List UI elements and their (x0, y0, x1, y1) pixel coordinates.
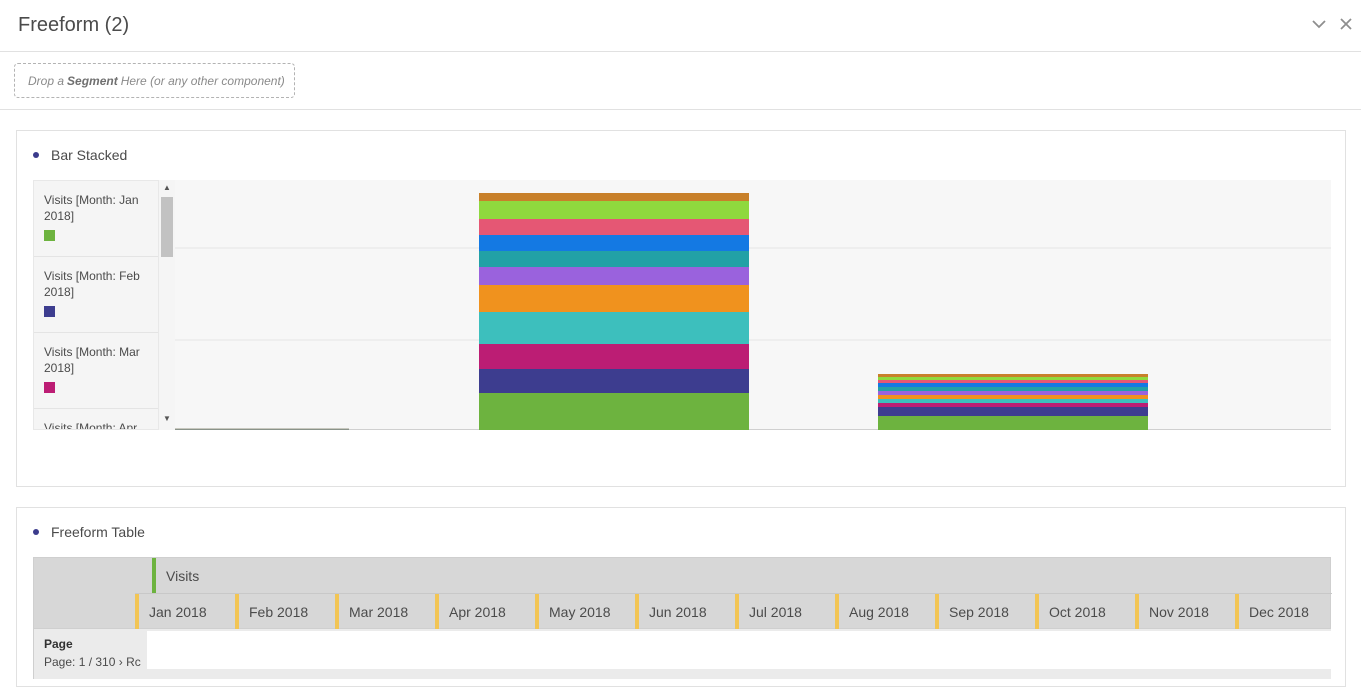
legend-swatch (44, 382, 55, 393)
month-column-header[interactable]: Oct 2018 (1035, 594, 1106, 630)
legend-label: Visits [Month: Mar 2018] (44, 344, 158, 376)
bar-segment[interactable] (479, 251, 749, 267)
legend-scrollbar[interactable]: ▲ ▼ (159, 180, 175, 430)
bar-segment[interactable] (878, 395, 1148, 399)
month-column-header[interactable]: Feb 2018 (235, 594, 308, 630)
legend-label: Visits [Month: Feb 2018] (44, 268, 158, 300)
scroll-down-icon[interactable]: ▼ (163, 414, 171, 423)
bar-segment[interactable] (878, 374, 1148, 377)
stacked-bar-chart (175, 180, 1331, 430)
bar-segment[interactable] (878, 403, 1148, 407)
viz-status-dot-icon (33, 529, 39, 535)
pagination-text: Page: 1 / 310 (44, 655, 115, 669)
legend-label: Visits [Month: Jan 2018] (44, 192, 158, 224)
bar-segment[interactable] (878, 387, 1148, 391)
bar-segment[interactable] (479, 393, 749, 430)
bar-segment[interactable] (878, 377, 1148, 380)
legend-item[interactable]: Visits [Month: Apr 2018] (34, 409, 158, 430)
chevron-down-icon[interactable] (1310, 14, 1328, 34)
bar-stacked-visualization: Bar Stacked Visits [Month: Jan 2018] Vis… (16, 130, 1346, 487)
bar-segment[interactable] (479, 267, 749, 285)
bar-segment[interactable] (878, 399, 1148, 403)
close-icon[interactable] (1337, 14, 1355, 34)
bar-segment[interactable] (479, 312, 749, 344)
chart-legend: Visits [Month: Jan 2018] Visits [Month: … (33, 180, 159, 430)
bar-segment[interactable] (479, 344, 749, 369)
bar-segment[interactable] (878, 416, 1148, 430)
table-cells-area (147, 631, 1331, 669)
legend-item[interactable]: Visits [Month: Mar 2018] (34, 333, 158, 409)
drop-zone-text-bold: Segment (67, 74, 118, 88)
chevron-right-icon[interactable]: › (119, 655, 123, 669)
month-column-header[interactable]: Sep 2018 (935, 594, 1009, 630)
bar-segment[interactable] (479, 219, 749, 235)
month-column-header[interactable]: Dec 2018 (1235, 594, 1309, 630)
chart-plot-area (175, 180, 1331, 430)
bar-segment[interactable] (479, 193, 749, 201)
bar-segment[interactable] (878, 407, 1148, 416)
panel-title: Freeform (2) (18, 14, 129, 37)
month-column-header[interactable]: Jul 2018 (735, 594, 802, 630)
legend-item[interactable]: Visits [Month: Feb 2018] (34, 257, 158, 333)
viz-title[interactable]: Freeform Table (33, 524, 145, 540)
viz-title-label: Bar Stacked (51, 147, 127, 163)
pagination: Page: 1 / 310 › Rc (44, 655, 141, 669)
viz-title-label: Freeform Table (51, 524, 145, 540)
bar-segment[interactable] (479, 235, 749, 251)
bar-segment[interactable] (479, 369, 749, 393)
month-column-header[interactable]: May 2018 (535, 594, 610, 630)
month-column-header[interactable]: Apr 2018 (435, 594, 506, 630)
bar-segment[interactable] (878, 383, 1148, 387)
legend-swatch (44, 230, 55, 241)
legend-label: Visits [Month: Apr 2018] (44, 420, 158, 430)
table-header: Visits Jan 2018 Feb 2018 Mar 2018 Apr 20… (33, 557, 1331, 629)
scroll-thumb[interactable] (161, 197, 173, 257)
dimension-label[interactable]: Page (44, 637, 73, 651)
rows-label: Rc (126, 655, 141, 669)
panel-header: Freeform (2) (0, 0, 1361, 52)
month-header-row: Jan 2018 Feb 2018 Mar 2018 Apr 2018 May … (135, 593, 1332, 629)
drop-zone-text-post: Here (or any other component) (121, 74, 285, 88)
metric-column-header[interactable]: Visits (152, 558, 199, 594)
legend-item[interactable]: Visits [Month: Jan 2018] (34, 181, 158, 257)
scroll-up-icon[interactable]: ▲ (163, 183, 171, 192)
segment-drop-zone[interactable]: Drop a Segment Here (or any other compon… (14, 63, 295, 98)
viz-status-dot-icon (33, 152, 39, 158)
segment-bar: Drop a Segment Here (or any other compon… (0, 52, 1361, 110)
drop-zone-text-pre: Drop a (28, 74, 64, 88)
dimension-row: Page Page: 1 / 310 › Rc (33, 629, 1331, 679)
bar-segment[interactable] (878, 391, 1148, 395)
legend-swatch (44, 306, 55, 317)
month-column-header[interactable]: Nov 2018 (1135, 594, 1209, 630)
bar-segment[interactable] (878, 380, 1148, 383)
month-column-header[interactable]: Aug 2018 (835, 594, 909, 630)
month-column-header[interactable]: Mar 2018 (335, 594, 408, 630)
freeform-table-visualization: Freeform Table Visits Jan 2018 Feb 2018 … (16, 507, 1346, 687)
bar-segment[interactable] (479, 285, 749, 312)
bar-segment[interactable] (479, 201, 749, 219)
month-column-header[interactable]: Jun 2018 (635, 594, 707, 630)
viz-title[interactable]: Bar Stacked (33, 147, 127, 163)
month-column-header[interactable]: Jan 2018 (135, 594, 207, 630)
